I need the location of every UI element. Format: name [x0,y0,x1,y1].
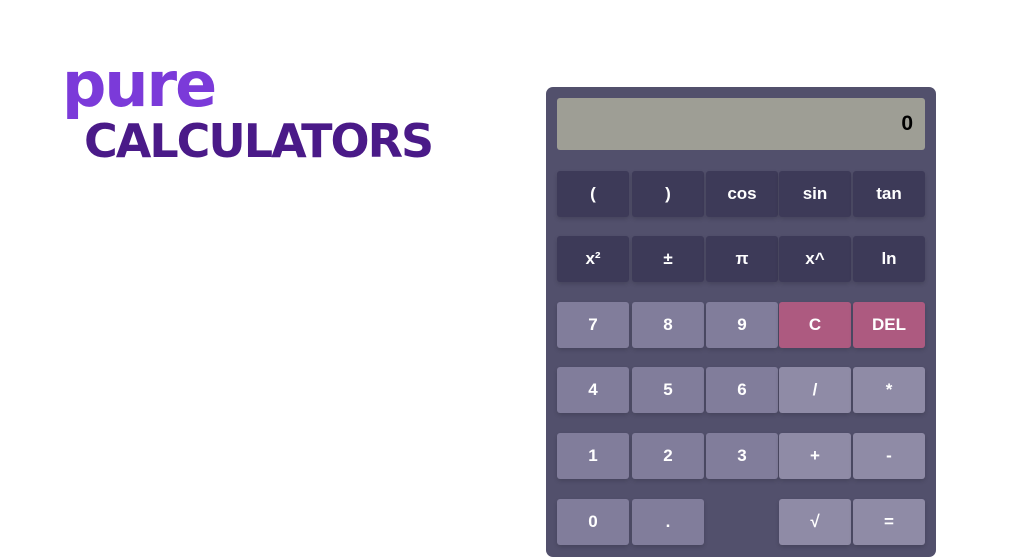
key-multiply-button[interactable]: * [853,367,925,413]
key-equals-button[interactable]: = [853,499,925,545]
key-plus-minus-button[interactable]: ± [632,236,704,282]
key-decimal-button[interactable]: . [632,499,704,545]
key-sqrt-button[interactable]: √ [779,499,851,545]
key-open-paren-button[interactable]: ( [557,171,629,217]
key-9-button[interactable]: 9 [706,302,778,348]
key-square-button[interactable]: x² [557,236,629,282]
key-cos-button[interactable]: cos [706,171,778,217]
key-delete-button[interactable]: DEL [853,302,925,348]
key-ln-button[interactable]: ln [853,236,925,282]
logo-calculators-text: CALCULATORS [84,114,434,168]
key-subtract-button[interactable]: - [853,433,925,479]
key-5-button[interactable]: 5 [632,367,704,413]
key-power-button[interactable]: x^ [779,236,851,282]
key-sin-button[interactable]: sin [779,171,851,217]
key-tan-button[interactable]: tan [853,171,925,217]
key-pi-button[interactable]: π [706,236,778,282]
calculator: 0 () cos sin tan x² ± π x^ ln 7 8 9 C DEL 4 5 6/* 1 2 3 + - 0.… [546,87,936,557]
calculator-display: 0 [557,98,925,150]
key-close-paren-button[interactable]: ) [632,171,704,217]
key-6-button[interactable]: 6 [706,367,778,413]
key-3-button[interactable]: 3 [706,433,778,479]
key-2-button[interactable]: 2 [632,433,704,479]
key-add-button[interactable]: + [779,433,851,479]
key-divide-button[interactable]: / [779,367,851,413]
key-0-button[interactable]: 0 [557,499,629,545]
key-clear-button[interactable]: C [779,302,851,348]
key-4-button[interactable]: 4 [557,367,629,413]
logo-pure-text: pure [62,48,217,121]
key-8-button[interactable]: 8 [632,302,704,348]
key-1-button[interactable]: 1 [557,433,629,479]
key-7-button[interactable]: 7 [557,302,629,348]
